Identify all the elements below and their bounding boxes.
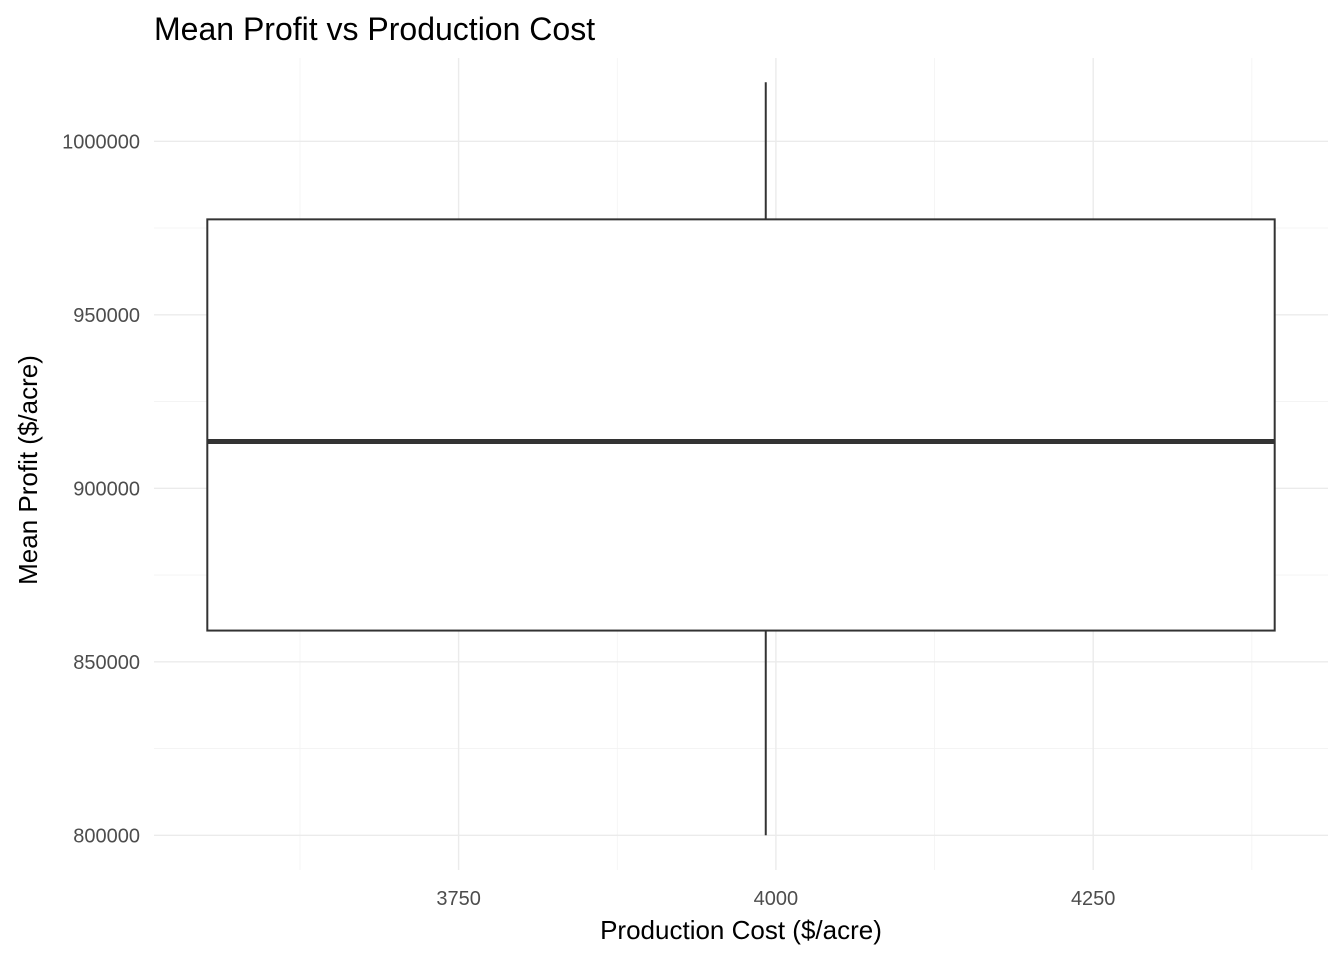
iqr-box xyxy=(206,218,1276,632)
x-tick-label-2: 4250 xyxy=(1071,888,1116,910)
y-tick-label-1: 850000 xyxy=(73,652,140,674)
y-tick-label-3: 950000 xyxy=(73,305,140,327)
y-axis-title: Mean Profit ($/acre) xyxy=(13,355,43,585)
y-axis-ticks: 800000 850000 900000 950000 1000000 xyxy=(62,131,140,847)
y-tick-label-2: 900000 xyxy=(73,478,140,500)
x-axis-title: Production Cost ($/acre) xyxy=(600,915,882,945)
x-tick-label-0: 3750 xyxy=(436,888,481,910)
chart-title: Mean Profit vs Production Cost xyxy=(154,11,595,47)
box-marks xyxy=(206,82,1276,836)
x-axis-ticks: 3750 4000 4250 xyxy=(436,888,1115,910)
x-tick-label-1: 4000 xyxy=(754,888,799,910)
y-tick-label-4: 1000000 xyxy=(62,131,140,153)
y-tick-label-0: 800000 xyxy=(73,825,140,847)
